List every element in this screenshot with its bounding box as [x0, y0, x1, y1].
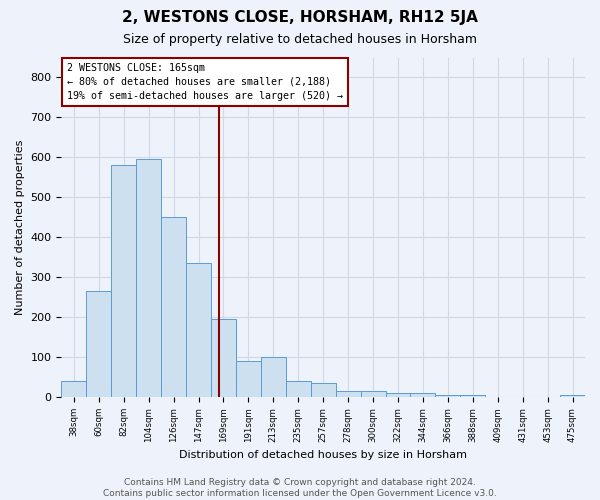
Text: 2, WESTONS CLOSE, HORSHAM, RH12 5JA: 2, WESTONS CLOSE, HORSHAM, RH12 5JA [122, 10, 478, 25]
Bar [335, 391, 361, 397]
Text: 2 WESTONS CLOSE: 165sqm
← 80% of detached houses are smaller (2,188)
19% of semi: 2 WESTONS CLOSE: 165sqm ← 80% of detache… [67, 62, 343, 100]
Bar [136, 160, 161, 397]
Bar [186, 263, 211, 397]
Bar [261, 357, 286, 397]
Bar [236, 361, 261, 397]
Bar [361, 391, 386, 397]
Bar [286, 381, 311, 397]
Bar [86, 291, 111, 397]
Bar [436, 395, 460, 397]
Text: Contains HM Land Registry data © Crown copyright and database right 2024.
Contai: Contains HM Land Registry data © Crown c… [103, 478, 497, 498]
Bar [311, 383, 335, 397]
Bar [211, 319, 236, 397]
Bar [61, 381, 86, 397]
X-axis label: Distribution of detached houses by size in Horsham: Distribution of detached houses by size … [179, 450, 467, 460]
Y-axis label: Number of detached properties: Number of detached properties [15, 140, 25, 315]
Bar [460, 395, 485, 397]
Text: Size of property relative to detached houses in Horsham: Size of property relative to detached ho… [123, 32, 477, 46]
Bar [410, 393, 436, 397]
Bar [386, 393, 410, 397]
Bar [560, 395, 585, 397]
Bar [111, 166, 136, 397]
Bar [161, 218, 186, 397]
